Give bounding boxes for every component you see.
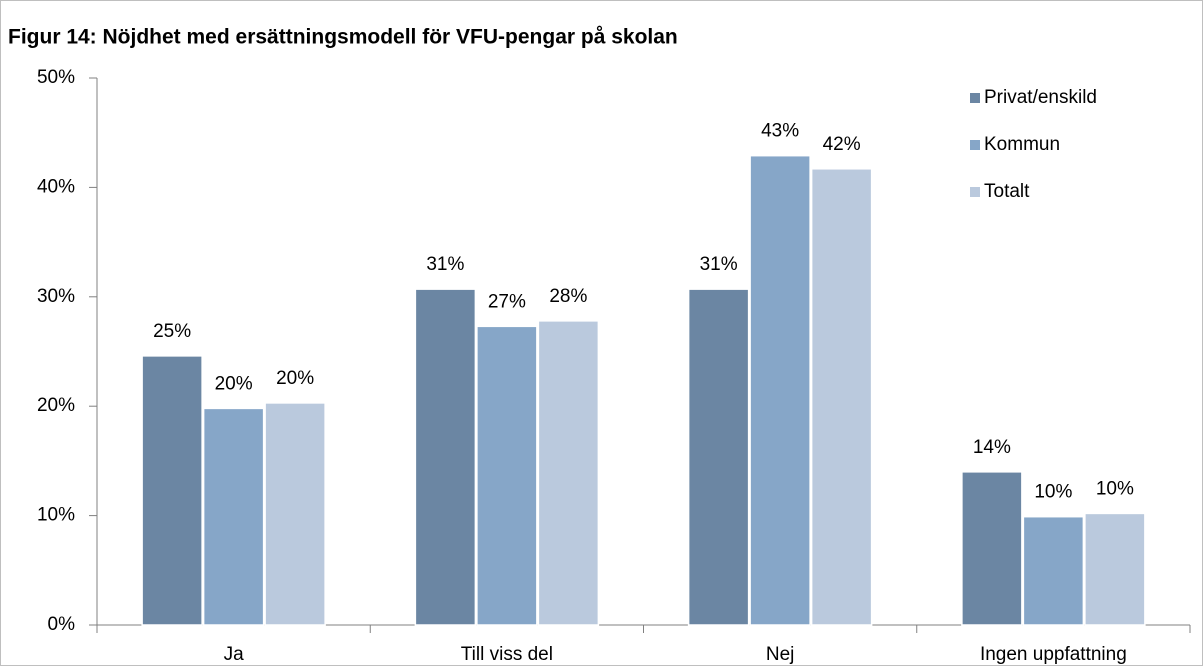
value-label: 10% [1096,478,1134,499]
legend-label: Kommun [984,134,1060,155]
legend-label: Totalt [984,181,1030,202]
value-label: 27% [488,291,526,312]
y-tick-label: 0% [48,614,76,635]
x-tick-label: Ingen uppfattning [980,644,1127,665]
bar [537,320,600,626]
bar [202,407,265,626]
value-label: 14% [973,437,1011,458]
y-tick-label: 20% [37,395,75,416]
bar [264,402,326,626]
bar [1022,515,1085,626]
bar [961,471,1023,626]
legend-swatch [970,140,980,150]
value-label: 28% [549,286,587,307]
bar [749,154,811,626]
y-tick-label: 50% [37,67,75,88]
y-tick-label: 10% [37,505,75,526]
value-label: 20% [276,368,314,389]
x-tick-label: Till viss del [461,644,553,665]
value-label: 42% [823,134,861,155]
x-tick-label: Ja [224,644,245,665]
value-label: 10% [1034,482,1072,503]
legend-swatch [970,93,980,103]
bar [687,288,750,626]
bar [1084,512,1146,626]
bar [414,288,477,626]
value-label: 20% [215,373,253,394]
chart-title: Figur 14: Nöjdhet med ersättningsmodell … [8,26,678,49]
value-label: 31% [426,254,464,275]
bar [810,168,873,626]
x-tick-label: Nej [766,644,795,665]
y-tick-label: 30% [37,286,75,307]
legend-swatch [970,187,980,197]
value-label: 25% [153,321,191,342]
bar [141,355,203,626]
legend-label: Privat/enskild [984,87,1097,108]
bar [476,325,538,626]
value-label: 43% [761,121,799,142]
value-label: 31% [700,254,738,275]
y-tick-label: 40% [37,176,75,197]
